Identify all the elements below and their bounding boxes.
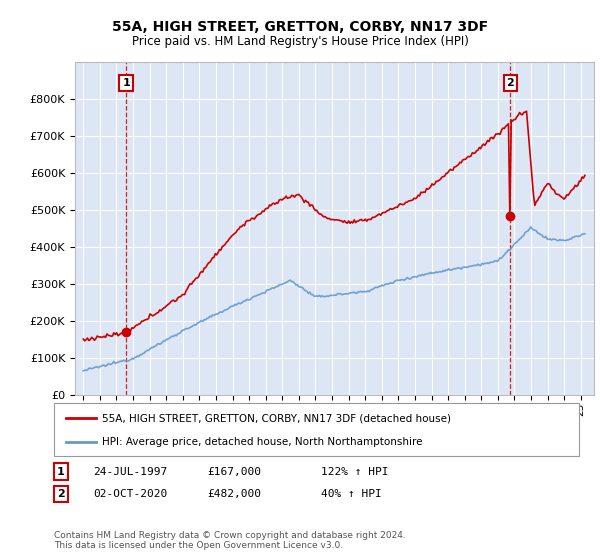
Text: £482,000: £482,000 bbox=[207, 489, 261, 499]
Text: 40% ↑ HPI: 40% ↑ HPI bbox=[321, 489, 382, 499]
Text: 55A, HIGH STREET, GRETTON, CORBY, NN17 3DF: 55A, HIGH STREET, GRETTON, CORBY, NN17 3… bbox=[112, 20, 488, 34]
Text: 02-OCT-2020: 02-OCT-2020 bbox=[93, 489, 167, 499]
Text: 2: 2 bbox=[57, 489, 65, 499]
Text: HPI: Average price, detached house, North Northamptonshire: HPI: Average price, detached house, Nort… bbox=[102, 436, 422, 446]
Text: £167,000: £167,000 bbox=[207, 466, 261, 477]
Text: 1: 1 bbox=[57, 466, 65, 477]
Text: 2: 2 bbox=[506, 78, 514, 88]
Text: Price paid vs. HM Land Registry's House Price Index (HPI): Price paid vs. HM Land Registry's House … bbox=[131, 35, 469, 48]
Text: 55A, HIGH STREET, GRETTON, CORBY, NN17 3DF (detached house): 55A, HIGH STREET, GRETTON, CORBY, NN17 3… bbox=[102, 413, 451, 423]
Text: 1: 1 bbox=[122, 78, 130, 88]
Text: 122% ↑ HPI: 122% ↑ HPI bbox=[321, 466, 389, 477]
Text: 24-JUL-1997: 24-JUL-1997 bbox=[93, 466, 167, 477]
Text: Contains HM Land Registry data © Crown copyright and database right 2024.
This d: Contains HM Land Registry data © Crown c… bbox=[54, 531, 406, 550]
